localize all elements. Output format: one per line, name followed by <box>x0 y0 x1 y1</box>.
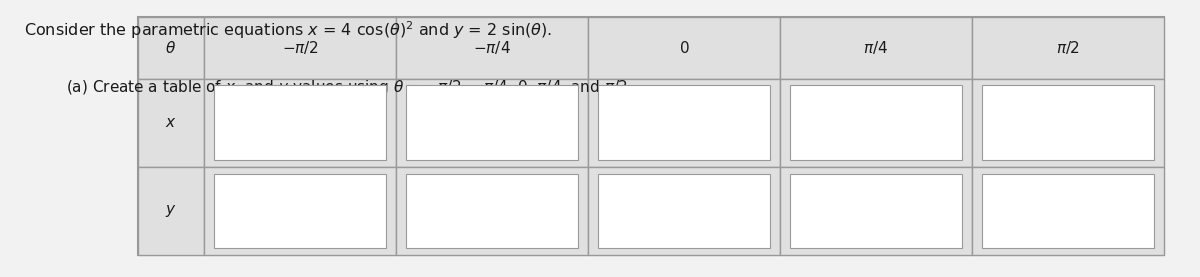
Bar <box>780 79 972 167</box>
Bar <box>396 167 588 255</box>
Bar <box>972 17 1164 79</box>
Bar <box>406 174 578 248</box>
Bar <box>138 17 1164 255</box>
Text: (a) Create a table of $x$- and $y$-values using $\theta$ = $-\pi$/2, $-\pi$/4, 0: (a) Create a table of $x$- and $y$-value… <box>66 78 632 97</box>
Text: $\theta$: $\theta$ <box>166 40 176 56</box>
Bar <box>972 79 1164 167</box>
Bar <box>138 167 204 255</box>
Bar <box>598 174 770 248</box>
Bar <box>588 17 780 79</box>
Text: $-\pi/4$: $-\pi/4$ <box>473 39 511 56</box>
Text: $\pi/2$: $\pi/2$ <box>1056 39 1080 56</box>
Text: Consider the parametric equations $x$ = 4 cos($\theta$)$^2$ and $y$ = 2 sin($\th: Consider the parametric equations $x$ = … <box>24 19 552 41</box>
Bar <box>214 86 386 160</box>
Bar <box>588 79 780 167</box>
Bar <box>588 167 780 255</box>
Bar <box>982 86 1154 160</box>
Bar <box>780 17 972 79</box>
Bar <box>138 79 204 167</box>
Text: $-\pi/2$: $-\pi/2$ <box>282 39 318 56</box>
Text: $y$: $y$ <box>166 203 176 219</box>
Bar <box>396 79 588 167</box>
Bar <box>790 86 962 160</box>
Bar <box>138 17 204 79</box>
Bar <box>204 167 396 255</box>
Bar <box>214 174 386 248</box>
Bar <box>204 17 396 79</box>
Bar <box>406 86 578 160</box>
Bar <box>598 86 770 160</box>
Text: $x$: $x$ <box>166 115 176 130</box>
Bar <box>982 174 1154 248</box>
Bar <box>204 79 396 167</box>
Text: $\pi/4$: $\pi/4$ <box>864 39 888 56</box>
Bar <box>780 167 972 255</box>
Bar <box>790 174 962 248</box>
Text: $0$: $0$ <box>679 40 689 56</box>
Bar <box>396 17 588 79</box>
Bar <box>972 167 1164 255</box>
